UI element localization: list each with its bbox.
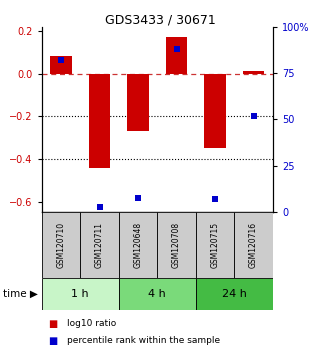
- Bar: [42, 212, 80, 278]
- Text: GSM120716: GSM120716: [249, 222, 258, 268]
- Bar: [196, 212, 234, 278]
- Text: time ▶: time ▶: [3, 289, 38, 299]
- Bar: [243, 72, 264, 74]
- Text: GSM120710: GSM120710: [56, 222, 65, 268]
- Text: 4 h: 4 h: [148, 289, 166, 299]
- Text: ■: ■: [48, 319, 57, 329]
- Text: GSM120711: GSM120711: [95, 222, 104, 268]
- Text: 1 h: 1 h: [72, 289, 89, 299]
- Bar: [119, 278, 196, 310]
- Text: ■: ■: [48, 336, 57, 346]
- Bar: [196, 278, 273, 310]
- Text: GDS3433 / 30671: GDS3433 / 30671: [105, 13, 216, 27]
- Bar: [80, 212, 119, 278]
- Bar: [50, 56, 72, 74]
- Bar: [234, 212, 273, 278]
- Text: log10 ratio: log10 ratio: [67, 319, 117, 329]
- Bar: [127, 74, 149, 131]
- Text: percentile rank within the sample: percentile rank within the sample: [67, 336, 221, 345]
- Bar: [166, 37, 187, 74]
- Text: GSM120648: GSM120648: [134, 222, 143, 268]
- Bar: [89, 74, 110, 167]
- Text: GSM120708: GSM120708: [172, 222, 181, 268]
- Text: 24 h: 24 h: [222, 289, 247, 299]
- Bar: [119, 212, 157, 278]
- Bar: [204, 74, 226, 148]
- Text: GSM120715: GSM120715: [211, 222, 220, 268]
- Bar: [157, 212, 196, 278]
- Bar: [42, 278, 119, 310]
